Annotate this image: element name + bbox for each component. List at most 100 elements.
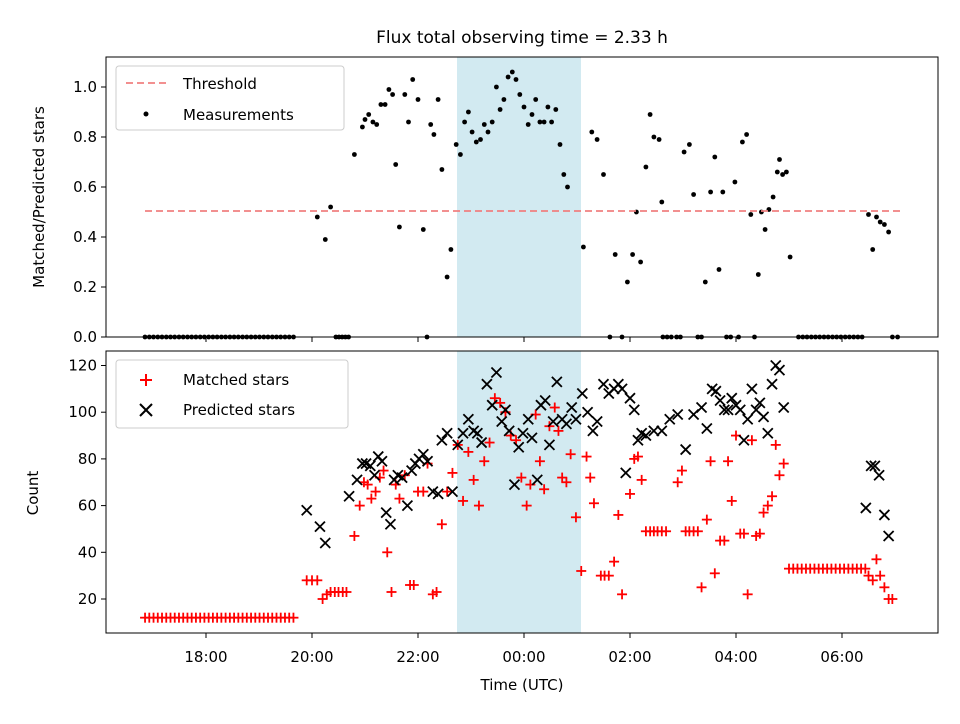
predicted-star-point — [722, 404, 734, 416]
measurement-point — [712, 154, 718, 160]
matched-star-point — [549, 402, 560, 413]
measurement-point — [589, 129, 595, 135]
predicted-star-point — [620, 467, 632, 479]
measurement-point — [784, 169, 789, 175]
bottom-x-tick-label: 00:00 — [502, 648, 545, 666]
top-shaded-span — [457, 57, 581, 337]
bottom-x-tick-label: 04:00 — [714, 648, 757, 666]
legend-measurements-marker — [143, 111, 149, 117]
measurement-point — [748, 212, 754, 217]
matched-star-point — [418, 486, 429, 497]
measurement-point — [462, 119, 467, 125]
predicted-star-point — [701, 422, 713, 435]
matched-star-point — [458, 495, 469, 506]
top-axes-frame — [105, 56, 939, 338]
measurement-point — [777, 157, 782, 162]
legend-predicted-marker — [139, 403, 153, 417]
bottom-x-tick-label: 18:00 — [184, 648, 227, 666]
matched-star-point — [692, 526, 703, 537]
matched-star-point — [581, 451, 592, 462]
top-legend: Threshold Measurements — [115, 65, 345, 131]
x-axis-label: Time (UTC) — [480, 676, 564, 694]
bottom-shaded-span — [457, 351, 581, 633]
top-y-tick-label: 0.6 — [73, 178, 97, 196]
measurement-point — [716, 267, 722, 272]
matched-star-point — [661, 526, 672, 537]
matched-star-point — [879, 582, 890, 593]
matched-star-point — [778, 458, 789, 469]
predicted-star-point — [746, 383, 758, 395]
top-y-tick-label: 0.8 — [73, 128, 97, 146]
measurement-point — [866, 212, 871, 217]
predicted-star-point — [726, 392, 738, 404]
measurement-point — [360, 124, 365, 130]
predicted-star-point — [576, 387, 588, 400]
predicted-star-point — [368, 469, 381, 481]
measurement-point — [643, 164, 649, 170]
predicted-star-point — [742, 413, 754, 425]
matched-star-point — [625, 488, 635, 499]
bottom-x-tick-label: 22:00 — [396, 648, 439, 666]
matched-star-point — [742, 589, 753, 600]
measurement-point — [410, 77, 416, 82]
predicted-star-point — [597, 378, 610, 390]
matched-star-point — [431, 586, 442, 597]
measurement-point — [525, 122, 531, 127]
measurement-point — [458, 152, 463, 157]
measurement-point — [444, 274, 450, 280]
measurement-point — [545, 104, 551, 110]
measurement-point — [625, 279, 630, 285]
measurement-point — [762, 227, 768, 232]
predicted-star-point — [778, 401, 790, 414]
predicted-star-point — [873, 469, 885, 481]
matched-star-point — [754, 528, 765, 539]
bottom-y-ticks: 20 40 60 80 100 120 — [68, 357, 106, 608]
predicted-star-point — [543, 439, 556, 451]
matched-star-point — [386, 586, 397, 597]
top-y-label: Matched/Predicted stars — [30, 106, 48, 288]
matched-star-point — [585, 472, 596, 483]
predicted-star-point — [531, 474, 543, 486]
predicted-star-point — [319, 537, 331, 549]
measurement-point — [708, 189, 713, 195]
matched-star-point — [726, 495, 737, 506]
matched-star-point — [354, 500, 365, 511]
measurement-point — [509, 69, 515, 75]
predicted-star-point — [878, 509, 891, 521]
bottom-axes-frame — [105, 350, 939, 634]
matched-star-point — [408, 579, 419, 590]
measurement-point — [647, 112, 653, 117]
predicted-star-point — [648, 425, 660, 437]
bottom-y-tick-label: 40 — [78, 543, 97, 561]
predicted-star-point — [351, 474, 363, 486]
measurement-point — [787, 254, 793, 260]
measurement-point — [382, 102, 388, 107]
legend-matched-label: Matched stars — [183, 371, 289, 389]
predicted-star-point — [522, 413, 534, 425]
matched-star-point — [709, 568, 720, 579]
matched-star-point — [495, 397, 506, 408]
matched-star-point — [774, 470, 785, 481]
predicted-star-point — [513, 441, 525, 453]
measurement-point — [393, 162, 399, 167]
measurement-point — [439, 167, 445, 172]
measurement-point — [732, 179, 738, 185]
matched-star-point — [603, 570, 614, 581]
predicted-star-point — [376, 455, 388, 467]
matched-star-point — [767, 491, 778, 502]
matched-star-point — [534, 456, 545, 467]
measurement-point — [638, 259, 643, 265]
measurement-point — [431, 132, 437, 137]
matched-star-point — [484, 437, 495, 448]
measurement-point — [466, 109, 471, 115]
predicted-star-point — [766, 378, 778, 390]
measurement-point — [517, 92, 523, 97]
matched-star-point — [442, 486, 453, 497]
measurement-point — [390, 92, 395, 97]
measurement-point — [415, 97, 421, 102]
matched-star-point — [553, 425, 564, 436]
predicted-star-point — [432, 488, 444, 500]
predicted-star-point — [883, 530, 895, 542]
measurement-point — [770, 194, 776, 200]
measurement-point — [744, 132, 749, 137]
